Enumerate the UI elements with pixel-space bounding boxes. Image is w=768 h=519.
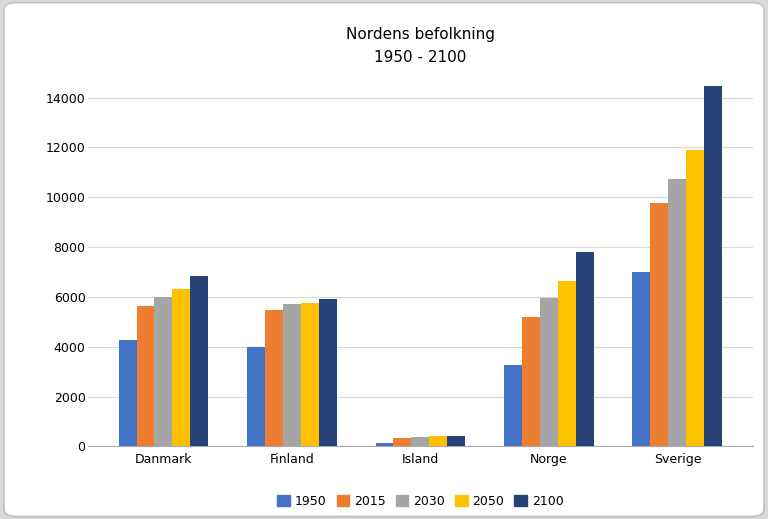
Bar (650, 203, 668, 446)
Bar (173, 290, 190, 446)
Bar (448, 436, 465, 446)
Bar (118, 340, 137, 446)
Bar (558, 281, 576, 446)
Bar (668, 179, 687, 446)
Bar (319, 299, 337, 446)
Bar (283, 304, 301, 446)
Bar (429, 436, 448, 446)
Title: Nordens befolkning
1950 - 2100: Nordens befolkning 1950 - 2100 (346, 28, 495, 64)
Bar (504, 365, 522, 446)
Bar (522, 317, 540, 446)
Bar (265, 310, 283, 446)
Bar (540, 298, 558, 446)
Bar (633, 272, 650, 446)
Bar (704, 86, 723, 446)
Bar (687, 150, 704, 446)
Bar (247, 347, 265, 446)
Bar (190, 276, 208, 446)
Bar (412, 437, 429, 446)
Bar (576, 252, 594, 446)
Bar (393, 438, 412, 446)
Legend: 1950, 2015, 2030, 2050, 2100: 1950, 2015, 2030, 2050, 2100 (273, 490, 568, 513)
Bar (137, 306, 154, 446)
Bar (154, 297, 173, 446)
Bar (376, 443, 393, 446)
Bar (301, 303, 319, 446)
